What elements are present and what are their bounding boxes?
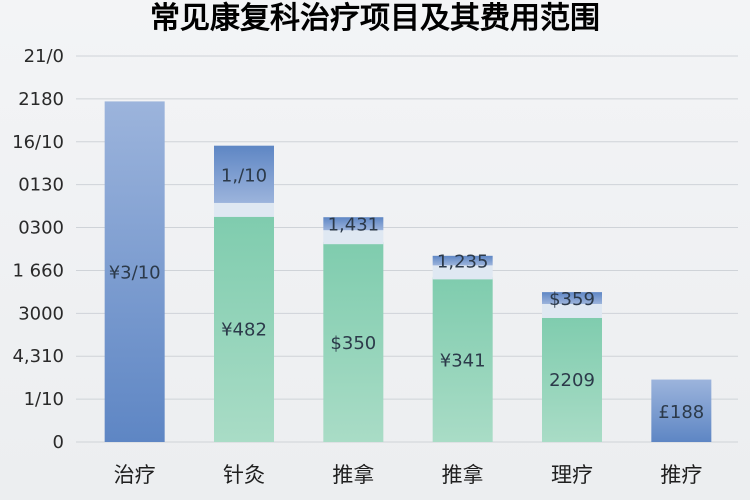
- x-axis-ticks: 治疗 针灸 推拿 推拿 理疗 推疗: [114, 463, 703, 487]
- bar-lower-segment: [214, 214, 274, 442]
- bar-group: 1,235 ¥341: [432, 252, 493, 442]
- bar-value-label: ¥3/10: [109, 263, 161, 284]
- bar-band: [542, 303, 602, 318]
- x-tick-label: 治疗: [114, 463, 156, 487]
- bar-top-label: 1,235: [437, 252, 489, 273]
- bar-group: 1,431 $350: [323, 215, 384, 442]
- y-tick-label: 16/10: [12, 132, 64, 153]
- bar-value-label: ¥341: [440, 351, 486, 372]
- bar-top-label: $359: [549, 289, 595, 310]
- bar-value-label: £188: [658, 402, 704, 423]
- bar-value-label: $350: [330, 333, 376, 354]
- bar-value-label: 2209: [549, 370, 595, 391]
- bar-top-label: 1,431: [328, 215, 380, 236]
- y-axis-ticks: 0 1/10 4,310 3000 1 660 0300 0130 16/10 2180 21/0: [12, 46, 64, 453]
- bar-upper-segment: [214, 145, 274, 203]
- bar-group: £188: [651, 379, 712, 442]
- x-tick-label: 推拿: [332, 463, 374, 487]
- y-tick-label: 1/10: [24, 389, 64, 410]
- y-tick-label: 0300: [18, 218, 64, 239]
- bar-upper-segment: [542, 292, 602, 304]
- bar: [104, 101, 165, 442]
- x-tick-label: 理疗: [551, 463, 593, 487]
- bar-group: 1,/10 ¥482: [214, 145, 274, 442]
- bar: [651, 379, 712, 442]
- chart-title: 常见康复科治疗项目及其费用范围: [150, 1, 600, 36]
- y-tick-label: 1 660: [12, 260, 64, 281]
- bar-lower-segment: [432, 277, 493, 442]
- bar-group: $359 2209: [542, 289, 602, 442]
- bar-upper-segment: [432, 255, 493, 266]
- bar-lower-segment: [542, 315, 602, 442]
- x-tick-label: 推疗: [660, 463, 702, 487]
- bar-top-label: 1,/10: [221, 165, 267, 186]
- bar-lower-segment: [323, 242, 384, 442]
- y-tick-label: 4,310: [12, 346, 64, 367]
- bars: ¥3/10 1,/10 ¥482 1,431 $350 1,235 ¥341 $359 2209…: [104, 101, 712, 442]
- y-tick-label: 21/0: [24, 46, 64, 67]
- bar-band: [323, 230, 384, 245]
- bar-upper-segment: [323, 217, 384, 231]
- grid: [76, 55, 738, 443]
- x-tick-label: 推拿: [442, 463, 484, 487]
- x-tick-label: 针灸: [223, 463, 265, 487]
- y-tick-label: 2180: [18, 89, 64, 110]
- bar-group: ¥3/10: [104, 101, 165, 442]
- y-tick-label: 3000: [18, 303, 64, 324]
- y-tick-label: 0130: [18, 175, 64, 196]
- y-tick-label: 0: [53, 432, 64, 453]
- bar-band: [432, 265, 493, 280]
- bar-band: [214, 202, 274, 217]
- bar-value-label: ¥482: [221, 319, 267, 340]
